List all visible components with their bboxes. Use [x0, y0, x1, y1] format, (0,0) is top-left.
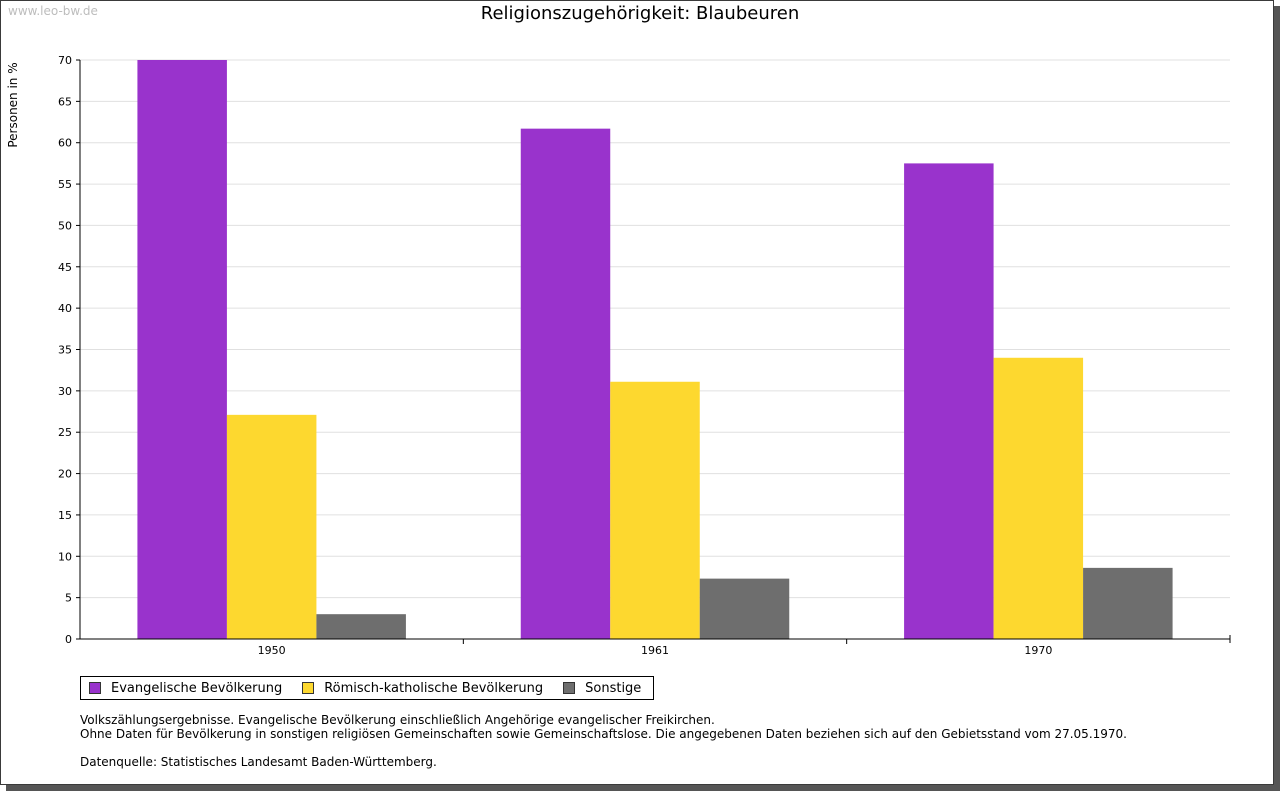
y-tick-label-0: 0: [65, 633, 72, 646]
legend-item-evangelisch: Evangelische Bevölkerung: [89, 681, 282, 696]
bar-1961-sonstige: [699, 578, 790, 639]
y-tick-label-45: 45: [58, 261, 72, 274]
bar-1950-evangelisch: [137, 60, 227, 639]
bar-1961-katholisch: [610, 381, 700, 639]
bar-1950-katholisch: [226, 414, 317, 639]
y-tick-label-20: 20: [58, 468, 72, 481]
y-tick-label-15: 15: [58, 509, 72, 522]
y-tick-label-10: 10: [58, 550, 72, 563]
legend-swatch-katholisch: [302, 682, 315, 694]
bar-1970-katholisch: [993, 357, 1084, 639]
legend: Evangelische Bevölkerung Römisch-katholi…: [80, 676, 655, 700]
x-tick-label-1950: 1950: [258, 644, 286, 657]
legend-label-katholisch: Römisch-katholische Bevölkerung: [324, 680, 544, 696]
bar-1961-evangelisch: [520, 128, 611, 639]
bar-1970-sonstige: [1083, 567, 1173, 639]
y-tick-label-30: 30: [58, 385, 72, 398]
y-tick-label-65: 65: [58, 95, 72, 108]
y-tick-label-50: 50: [58, 219, 72, 232]
x-tick-label-1970: 1970: [1024, 644, 1052, 657]
y-tick-label-25: 25: [58, 426, 72, 439]
data-source: Datenquelle: Statistisches Landesamt Bad…: [80, 755, 437, 769]
x-tick-label-1961: 1961: [641, 644, 669, 657]
chart-title: Religionszugehörigkeit: Blaubeuren: [480, 3, 800, 24]
legend-label-evangelisch: Evangelische Bevölkerung: [111, 680, 283, 696]
watermark: www.leo-bw.de: [8, 4, 98, 18]
y-tick-label-40: 40: [58, 302, 72, 315]
legend-label-sonstige: Sonstige: [585, 680, 642, 696]
legend-item-sonstige: Sonstige: [563, 681, 641, 696]
y-tick-label-60: 60: [58, 137, 72, 150]
legend-swatch-evangelisch: [89, 682, 101, 694]
legend-swatch-sonstige: [563, 682, 576, 694]
bar-1950-sonstige: [316, 614, 406, 639]
footnotes: Volkszählungsergebnisse. Evangelische Be…: [80, 713, 1127, 769]
y-tick-label-35: 35: [58, 344, 72, 357]
footnote-line-1: Volkszählungsergebnisse. Evangelische Be…: [80, 713, 715, 727]
y-tick-label-55: 55: [58, 178, 72, 191]
legend-item-katholisch: Römisch-katholische Bevölkerung: [302, 681, 543, 696]
y-tick-label-5: 5: [65, 592, 72, 605]
footnote-line-2: Ohne Daten für Bevölkerung in sonstigen …: [80, 727, 1127, 741]
y-tick-label-70: 70: [58, 54, 72, 67]
bar-1970-evangelisch: [904, 163, 994, 639]
